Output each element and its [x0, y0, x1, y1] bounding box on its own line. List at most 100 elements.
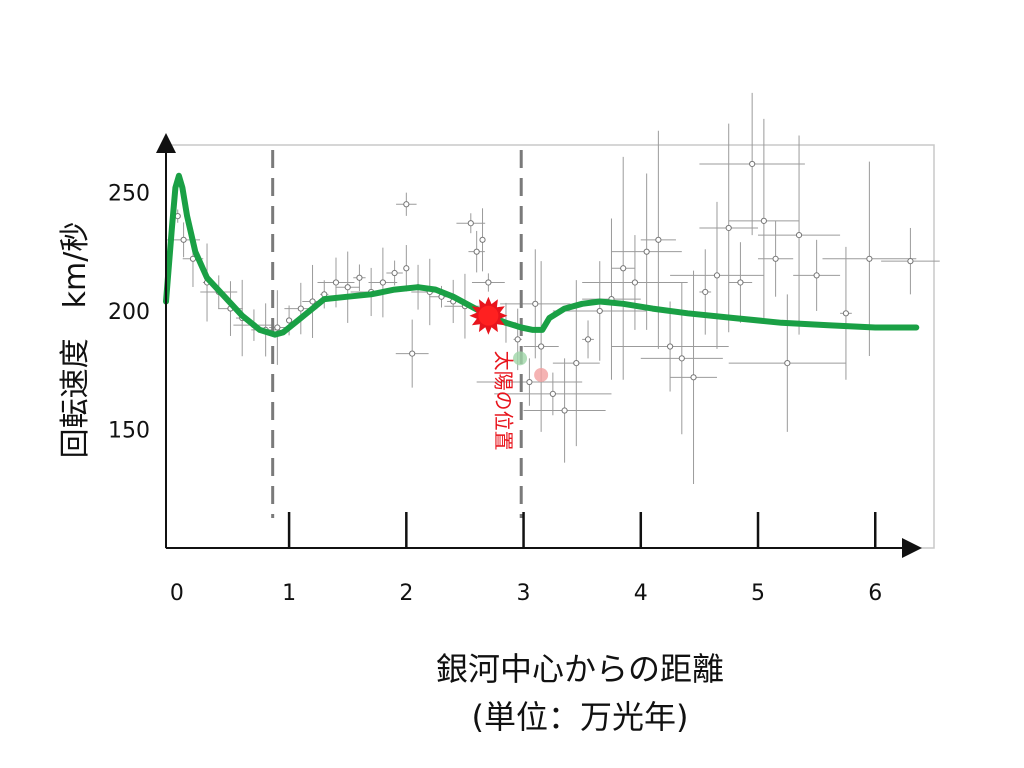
- data-point: [582, 320, 594, 359]
- data-marker: [772, 255, 779, 262]
- data-marker: [666, 343, 674, 350]
- data-point: [611, 301, 729, 392]
- data-marker: [549, 390, 556, 398]
- data-marker: [391, 269, 398, 277]
- data-point: [611, 156, 635, 380]
- x-tick-label: 5: [751, 581, 765, 606]
- x-tick-label: 0: [170, 581, 184, 606]
- y-tick-label: 150: [108, 418, 150, 443]
- y-tick-label: 250: [108, 181, 150, 206]
- data-marker: [737, 279, 744, 286]
- data-marker: [702, 288, 709, 296]
- data-point: [881, 227, 940, 295]
- data-marker: [795, 231, 803, 239]
- data-marker: [584, 336, 592, 343]
- data-point: [728, 118, 800, 323]
- data-marker: [479, 236, 486, 243]
- data-marker: [409, 350, 416, 357]
- data-marker: [561, 407, 568, 414]
- data-point: [582, 218, 641, 380]
- data-marker: [485, 279, 492, 286]
- data-point: [758, 220, 794, 297]
- data-marker: [620, 265, 627, 272]
- data-point: [670, 270, 717, 484]
- data-marker: [356, 274, 363, 281]
- data-marker: [526, 378, 533, 386]
- data-point: [396, 192, 417, 216]
- data-point: [699, 249, 712, 335]
- data-marker: [379, 279, 386, 286]
- data-point: [670, 201, 764, 349]
- data-marker: [274, 324, 281, 331]
- data-marker: [344, 284, 351, 291]
- x-tick-label: 6: [868, 581, 882, 606]
- sun-position-label: 太陽の位置: [491, 351, 515, 451]
- data-point: [728, 242, 753, 323]
- data-point: [640, 130, 676, 349]
- data-marker: [309, 298, 316, 305]
- data-marker: [784, 359, 791, 367]
- data-point: [758, 135, 841, 335]
- data-marker: [473, 248, 480, 255]
- data-marker: [643, 248, 650, 255]
- sun-core: [478, 305, 499, 326]
- faint-red-marker: [534, 367, 549, 382]
- data-marker: [631, 279, 639, 286]
- data-marker: [538, 343, 545, 350]
- data-marker: [655, 236, 662, 243]
- x-tick-label: 4: [634, 581, 648, 606]
- x-axis-unit-label: (単位：万光年): [472, 698, 689, 736]
- data-point: [640, 282, 723, 435]
- data-point: [699, 92, 805, 236]
- data-marker: [690, 374, 697, 381]
- data-marker: [403, 265, 410, 272]
- data-marker: [297, 305, 304, 312]
- data-point: [494, 372, 612, 416]
- data-point: [500, 249, 571, 359]
- data-point: [167, 222, 200, 258]
- data-marker: [467, 220, 474, 227]
- data-point: [395, 319, 429, 388]
- data-marker: [596, 307, 603, 315]
- data-point: [335, 251, 361, 323]
- data-marker: [180, 236, 187, 243]
- data-point: [479, 208, 486, 272]
- data-point: [611, 173, 682, 330]
- data-marker: [285, 317, 293, 324]
- data-point: [386, 260, 403, 286]
- data-marker: [842, 310, 850, 317]
- x-tick-label: 2: [399, 581, 413, 606]
- x-tick-label: 1: [282, 581, 296, 606]
- data-point: [523, 261, 559, 432]
- data-marker: [403, 201, 410, 208]
- data-point: [471, 273, 505, 292]
- y-tick-label: 200: [108, 300, 150, 325]
- data-point: [403, 245, 410, 292]
- data-point: [728, 294, 846, 432]
- data-marker: [573, 359, 580, 367]
- data-marker: [514, 336, 521, 343]
- y-axis-label: 回転速度 km/秒: [58, 222, 93, 459]
- data-point: [822, 161, 917, 356]
- x-axis-label: 銀河中心からの距離: [436, 650, 724, 688]
- data-point: [582, 235, 688, 330]
- data-marker: [725, 224, 732, 232]
- data-point: [552, 261, 647, 361]
- data-point: [793, 239, 841, 311]
- data-marker: [813, 272, 820, 279]
- data-point: [840, 246, 852, 380]
- data-point: [368, 247, 398, 318]
- data-marker: [749, 160, 756, 168]
- data-point: [468, 230, 485, 273]
- data-marker: [866, 255, 873, 262]
- data-point: [523, 358, 606, 463]
- data-point: [353, 264, 366, 292]
- data-marker: [332, 279, 340, 286]
- data-marker: [760, 217, 767, 224]
- data-point: [699, 123, 759, 333]
- data-marker: [907, 258, 914, 265]
- data-point: [456, 213, 486, 234]
- data-marker: [678, 355, 685, 362]
- rotation-curve-line: [163, 172, 920, 338]
